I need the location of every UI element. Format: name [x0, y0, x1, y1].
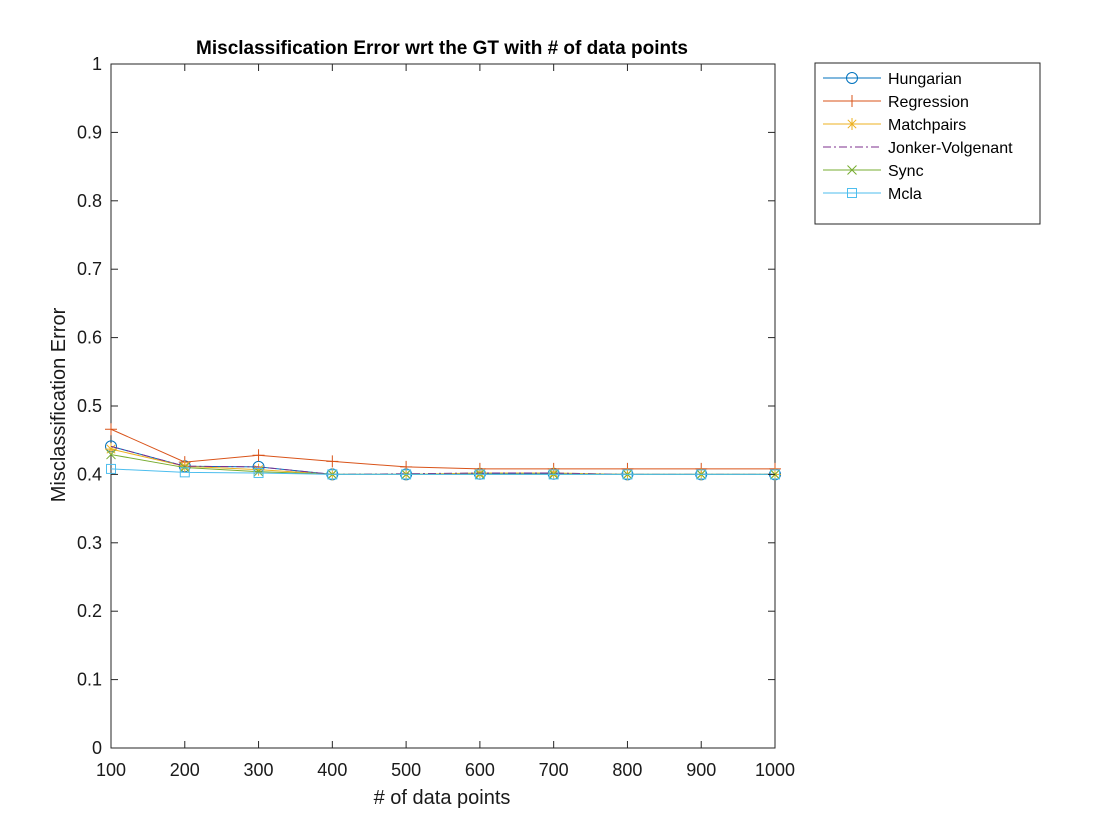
data-point: [106, 449, 116, 460]
legend-marker: [846, 72, 858, 84]
x-tick-label: 800: [612, 760, 642, 780]
x-tick-label: 400: [317, 760, 347, 780]
y-tick-label: 0.3: [77, 533, 102, 553]
data-point: [179, 467, 190, 478]
y-tick-label: 0.6: [77, 328, 102, 348]
x-tick-label: 900: [686, 760, 716, 780]
legend-label: Regression: [888, 94, 969, 111]
data-point: [547, 467, 560, 480]
legend-marker: [847, 165, 857, 175]
legend-marker: [846, 118, 858, 130]
x-tick-label: 200: [170, 760, 200, 780]
data-point: [105, 423, 117, 436]
data-point: [474, 469, 485, 480]
legend-label: Hungarian: [888, 71, 962, 88]
legend-item: Matchpairs: [823, 117, 966, 134]
y-tick-label: 0.9: [77, 122, 102, 142]
chart-title: Misclassification Error wrt the GT with …: [196, 38, 688, 59]
y-tick-label: 0.2: [77, 601, 102, 621]
y-tick-label: 0: [92, 738, 102, 758]
data-point: [548, 469, 559, 480]
data-point: [401, 469, 412, 480]
data-point: [327, 469, 338, 480]
x-tick-label: 500: [391, 760, 421, 780]
legend-item: Mcla: [823, 186, 922, 203]
legend-label: Matchpairs: [888, 117, 966, 134]
legend-item: Regression: [823, 94, 969, 111]
x-tick-label: 600: [465, 760, 495, 780]
x-tick-label: 1000: [755, 760, 795, 780]
data-point: [106, 463, 116, 474]
legend-item: Sync: [823, 163, 924, 180]
y-tick-label: 1: [92, 54, 102, 74]
data-point: [105, 443, 117, 456]
y-tick-label: 0.4: [77, 464, 102, 484]
x-tick-label: 300: [244, 760, 274, 780]
y-axis-label: Misclassification Error: [48, 307, 70, 502]
x-tick-label: 100: [96, 760, 126, 780]
legend-label: Mcla: [888, 186, 922, 203]
legend-label: Sync: [888, 163, 924, 180]
data-point: [252, 463, 265, 476]
y-tick-label: 0.8: [77, 191, 102, 211]
y-tick-label: 0.7: [77, 259, 102, 279]
data-point: [696, 469, 707, 480]
x-tick-label: 700: [539, 760, 569, 780]
series-line: [110, 468, 775, 475]
legend-item: Hungarian: [823, 71, 962, 88]
legend-item: Jonker-Volgenant: [823, 140, 1013, 157]
data-point: [252, 449, 265, 462]
data-point: [326, 455, 339, 468]
legend: Hungarian Regression Matchpairs Jonker-Volg…: [814, 62, 1041, 225]
legend-marker: [847, 188, 857, 198]
y-tick-label: 0.1: [77, 670, 102, 690]
series-line: [110, 428, 775, 470]
axis-ticks: 100 200 300 400 500 600 700 800 900 1000 0 0.1 0.2 0.…: [77, 54, 795, 780]
legend-label: Jonker-Volgenant: [888, 140, 1013, 157]
data-point: [622, 469, 633, 480]
legend-marker: [846, 95, 858, 107]
x-axis-label: # of data points: [374, 787, 511, 809]
data-point: [253, 468, 264, 479]
series-layer: [105, 423, 781, 481]
y-tick-label: 0.5: [77, 396, 102, 416]
